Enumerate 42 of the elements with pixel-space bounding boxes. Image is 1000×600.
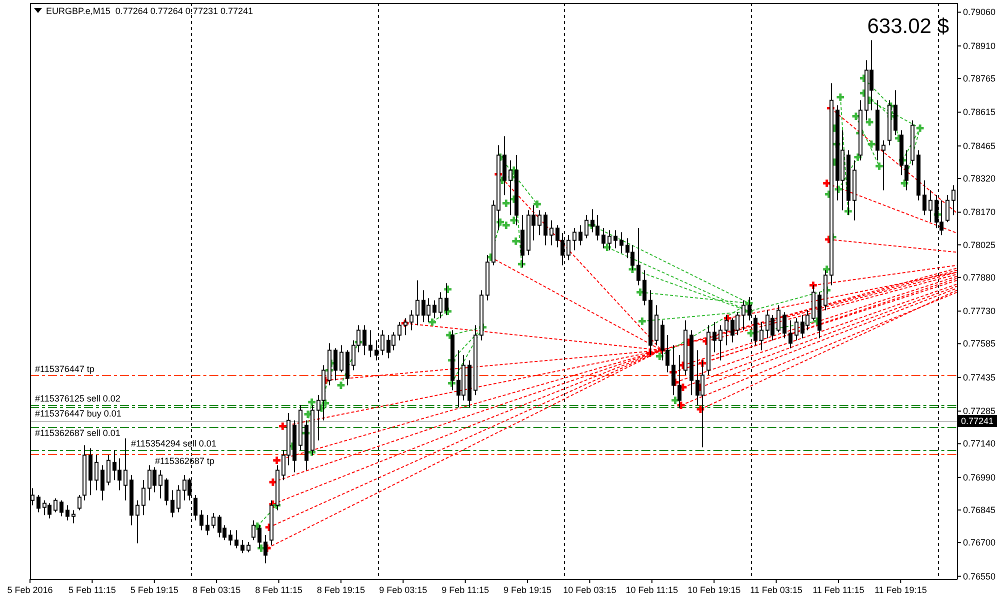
x-tick-label: 5 Feb 11:15 — [68, 585, 116, 595]
y-tick-label: 0.77285 — [963, 406, 996, 416]
x-tick-label: 9 Feb 19:15 — [503, 585, 552, 595]
y-tick-label: 0.76990 — [963, 472, 996, 482]
chart-title: EURGBP.e,M15 0.77264 0.77264 0.77231 0.77241 — [46, 6, 253, 16]
y-tick-label: 0.78170 — [963, 207, 996, 218]
x-tick-label: 11 Feb 11:15 — [812, 585, 864, 595]
ref-line-label: #115362687 tp — [155, 456, 214, 466]
x-tick-label: 8 Feb 11:15 — [255, 585, 302, 595]
x-tick-label: 8 Feb 19:15 — [316, 585, 365, 595]
annotation: 633.02 $ — [867, 15, 950, 38]
y-tick-label: 0.76550 — [963, 571, 996, 582]
x-tick-label: 9 Feb 03:15 — [379, 585, 428, 595]
x-tick-label: 9 Feb 11:15 — [442, 585, 490, 595]
y-tick-label: 0.77435 — [963, 372, 996, 382]
x-tick-label: 10 Feb 19:15 — [688, 585, 741, 595]
ref-line-label: #115376447 tp — [35, 364, 94, 374]
x-tick-label: 8 Feb 03:15 — [192, 585, 241, 595]
y-tick-label: 0.78320 — [963, 174, 996, 184]
y-tick-label: 0.76845 — [963, 505, 996, 516]
x-tick-label: 5 Feb 19:15 — [130, 585, 178, 595]
ref-line-label: #115362687 sell 0.01 — [35, 428, 120, 438]
y-tick-label: 0.79060 — [963, 7, 996, 18]
x-tick-label: 10 Feb 11:15 — [626, 585, 678, 595]
y-tick-label: 0.78615 — [963, 107, 996, 118]
y-tick-label: 0.77730 — [963, 306, 996, 316]
ref-line-label: #115354294 sell 0.01 — [131, 438, 216, 448]
x-tick-label: 11 Feb 03:15 — [750, 585, 802, 595]
y-tick-label: 0.78765 — [963, 74, 996, 84]
x-tick-label: 10 Feb 03:15 — [563, 585, 616, 595]
x-tick-label: 11 Feb 19:15 — [874, 585, 927, 595]
y-tick-label: 0.77140 — [963, 438, 996, 449]
y-tick-label: 0.77880 — [963, 272, 996, 282]
ref-line-label: 0.77241 — [961, 416, 994, 426]
y-tick-label: 0.78910 — [963, 40, 996, 51]
y-tick-label: 0.78025 — [963, 240, 996, 250]
x-tick-label: 5 Feb 2016 — [7, 585, 53, 595]
y-tick-label: 0.76700 — [963, 538, 996, 548]
y-tick-label: 0.78465 — [963, 140, 996, 151]
ref-line-label: #115376125 sell 0.02 — [35, 393, 120, 404]
ref-line-label: #115376447 buy 0.01 — [35, 408, 122, 418]
y-tick-label: 0.77585 — [963, 338, 996, 349]
